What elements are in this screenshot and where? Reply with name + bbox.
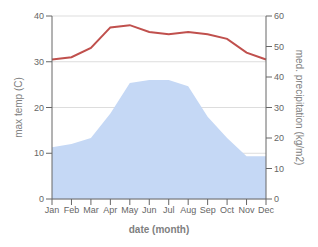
svg-text:0: 0 (274, 194, 279, 204)
svg-text:med. precipitation (kg/m2): med. precipitation (kg/m2) (294, 50, 305, 166)
svg-text:30: 30 (274, 103, 284, 113)
svg-text:60: 60 (274, 11, 284, 21)
svg-text:20: 20 (274, 133, 284, 143)
svg-text:Nov: Nov (239, 205, 256, 215)
svg-text:10: 10 (274, 164, 284, 174)
svg-text:Jul: Jul (163, 205, 175, 215)
svg-text:10: 10 (34, 148, 44, 158)
svg-text:Sep: Sep (200, 205, 216, 215)
svg-text:May: May (121, 205, 139, 215)
svg-text:Jan: Jan (45, 205, 60, 215)
svg-text:40: 40 (34, 11, 44, 21)
svg-text:30: 30 (34, 57, 44, 67)
svg-text:Apr: Apr (103, 205, 117, 215)
svg-text:Dec: Dec (258, 205, 275, 215)
svg-text:20: 20 (34, 103, 44, 113)
svg-text:40: 40 (274, 72, 284, 82)
svg-text:Jun: Jun (142, 205, 157, 215)
svg-text:0: 0 (39, 194, 44, 204)
svg-text:date (month): date (month) (129, 224, 190, 235)
svg-text:Mar: Mar (83, 205, 99, 215)
svg-text:max temp (C): max temp (C) (13, 77, 24, 138)
svg-text:Aug: Aug (180, 205, 196, 215)
svg-text:Feb: Feb (64, 205, 80, 215)
svg-text:50: 50 (274, 42, 284, 52)
svg-text:Oct: Oct (220, 205, 235, 215)
